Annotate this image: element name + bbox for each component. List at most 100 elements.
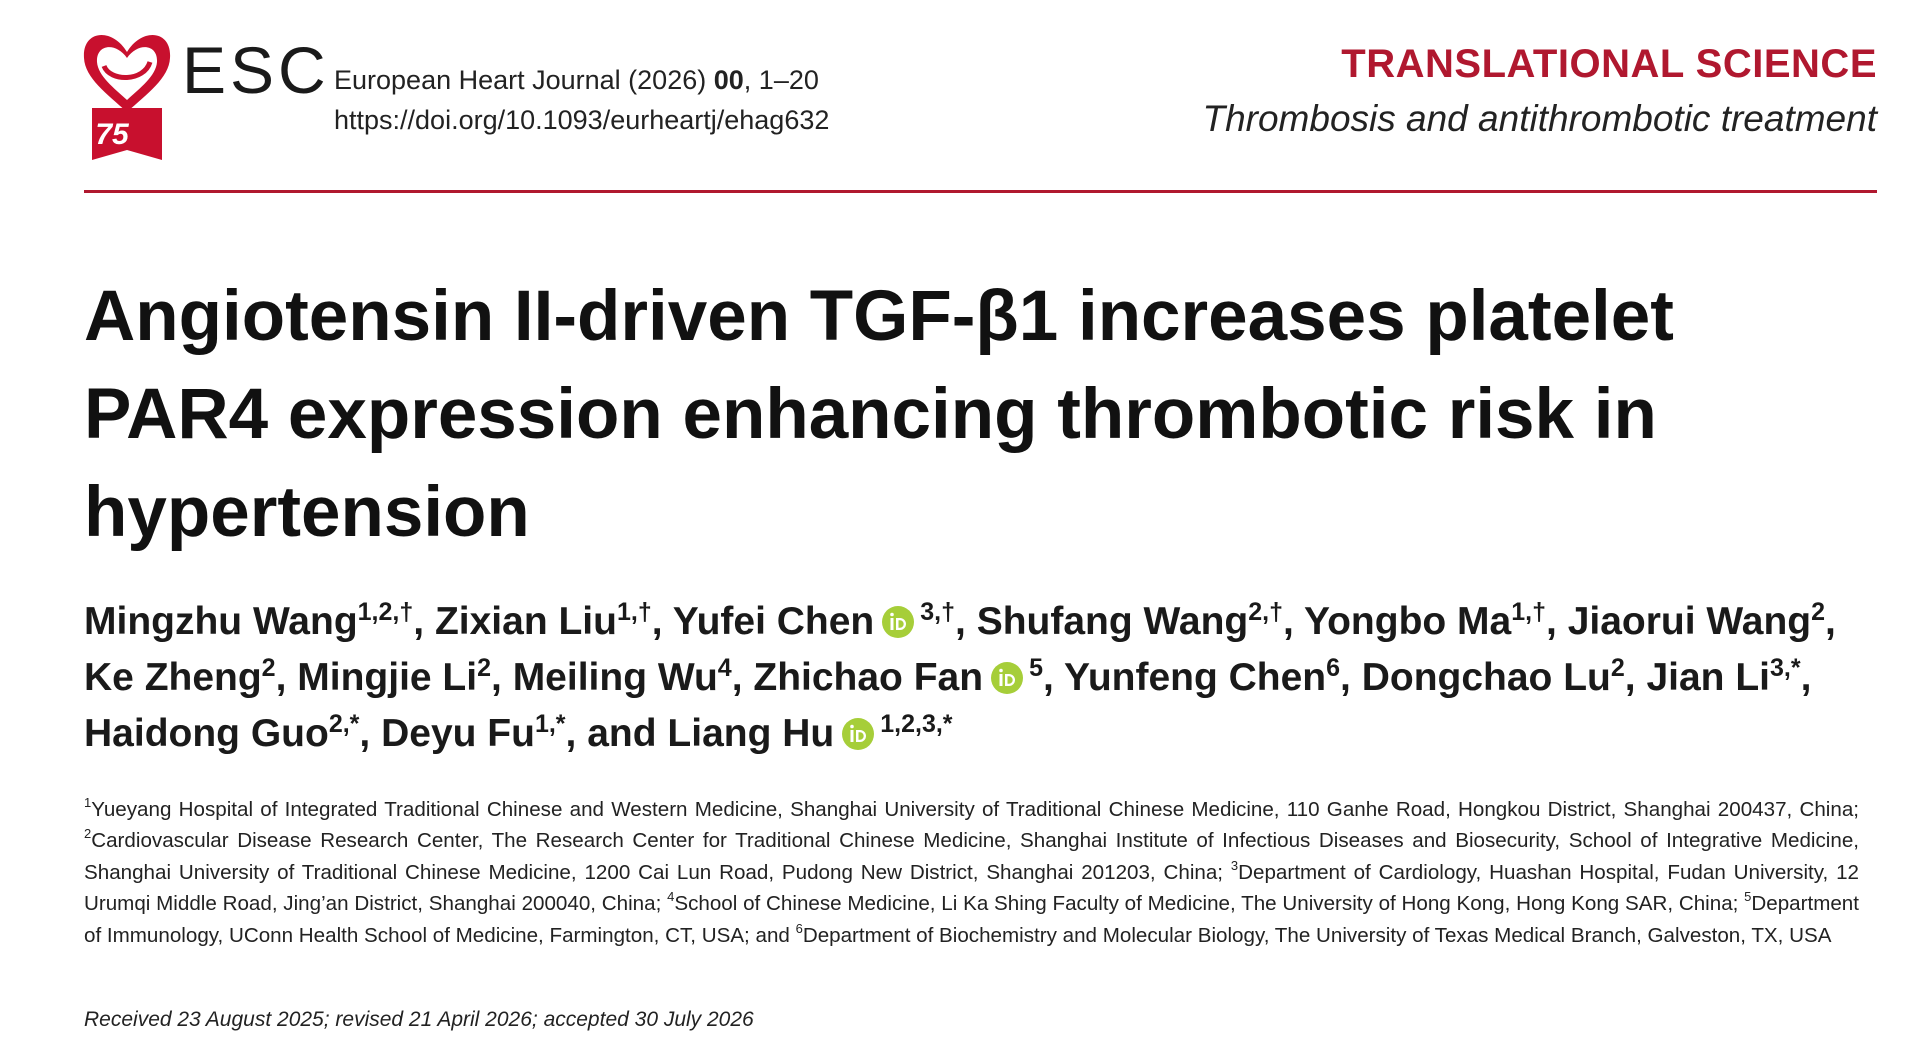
author-conjunction: and bbox=[587, 712, 657, 755]
author-affiliation: 2 bbox=[1811, 598, 1826, 626]
author-name: Meiling Wu bbox=[512, 656, 718, 699]
journal: European Heart Journal (2026) bbox=[334, 65, 707, 95]
author-separator: , bbox=[359, 712, 371, 755]
affiliation-text: School of Chinese Medicine, Li Ka Shing … bbox=[674, 892, 1739, 916]
orcid-icon[interactable] bbox=[991, 662, 1024, 694]
author: Shufang Wang2,†, bbox=[976, 598, 1294, 644]
affiliation: 4School of Chinese Medicine, Li Ka Shing… bbox=[667, 889, 1739, 916]
author-affiliation: 2 bbox=[1610, 654, 1625, 682]
author: Deyu Fu1,*, bbox=[381, 710, 577, 756]
author-affiliation: 3,* bbox=[1770, 654, 1801, 682]
author-affiliation: 1,2,3,* bbox=[880, 710, 953, 738]
author-affiliation: 5 bbox=[1029, 654, 1043, 682]
subsection: Thrombosis and antithrombotic treatment bbox=[1202, 98, 1877, 139]
orcid-icon[interactable] bbox=[882, 606, 915, 638]
author-name: Mingzhu Wang bbox=[84, 600, 358, 643]
affiliation-number: 5 bbox=[1744, 889, 1752, 905]
author-affiliation: 2 bbox=[261, 654, 276, 682]
author-affiliation: 1,† bbox=[616, 598, 652, 626]
author: Ke Zheng2, bbox=[84, 654, 287, 700]
author-name: Liang Hu bbox=[667, 712, 835, 755]
affiliation-number: 4 bbox=[667, 889, 675, 905]
author-name: Haidong Guo bbox=[84, 712, 329, 755]
author-name: Yongbo Ma bbox=[1303, 600, 1512, 643]
section: TRANSLATIONAL SCIENCE bbox=[1341, 42, 1877, 86]
affiliation-number: 3 bbox=[1230, 857, 1239, 873]
author-name: Zixian Liu bbox=[434, 600, 617, 643]
author-separator: , bbox=[1283, 600, 1294, 643]
author-separator: , bbox=[1825, 600, 1836, 643]
esc-logo: 75 bbox=[83, 34, 171, 160]
author-separator: , bbox=[413, 600, 425, 643]
author: Jian Li3,*, bbox=[1646, 654, 1812, 700]
affiliation-text: Cardiovascular Disease Research Center, … bbox=[84, 829, 1859, 884]
author: Yongbo Ma1,†, bbox=[1303, 598, 1557, 644]
pages: , 1–20 bbox=[743, 65, 819, 95]
author-name: Ke Zheng bbox=[84, 656, 262, 699]
author-affiliation: 2 bbox=[477, 654, 491, 682]
author-name: Jian Li bbox=[1646, 656, 1770, 699]
author-affiliation: 2,† bbox=[1248, 598, 1283, 626]
author: Zhichao Fan 5, bbox=[753, 654, 1054, 700]
author-name: Jiaorui Wang bbox=[1567, 600, 1812, 643]
affiliation-text: Department of Biochemistry and Molecular… bbox=[802, 923, 1832, 947]
author-name: Yunfeng Chen bbox=[1063, 656, 1327, 699]
heart-inner bbox=[96, 47, 158, 100]
author-affiliation: 2,* bbox=[328, 710, 360, 738]
author-name: Yufei Chen bbox=[672, 600, 875, 643]
citation-line: European Heart Journal (2026) 00, 1–20 bbox=[334, 60, 829, 100]
author: Mingjie Li2, bbox=[297, 654, 502, 700]
author-affiliation: 4 bbox=[717, 654, 732, 682]
author-separator: , bbox=[1800, 656, 1812, 699]
affiliation: 1Yueyang Hospital of Integrated Traditio… bbox=[84, 795, 1859, 821]
affiliation-number: 2 bbox=[84, 826, 92, 842]
affiliation-text: Yueyang Hospital of Integrated Tradition… bbox=[91, 798, 1859, 821]
affiliation-number: 6 bbox=[795, 920, 803, 936]
author: Mingzhu Wang1,2,†, bbox=[84, 598, 425, 644]
affiliation-text: Department of Cardiology, Huashan Hospit… bbox=[84, 860, 1859, 916]
author-name: Deyu Fu bbox=[381, 712, 535, 755]
affiliation-text: Department of Immunology, UConn Health S… bbox=[84, 892, 1859, 947]
affiliation: 2Cardiovascular Disease Research Center,… bbox=[84, 826, 1859, 884]
author-name: Shufang Wang bbox=[976, 600, 1249, 643]
logo-text: ESC bbox=[182, 33, 330, 107]
header-rule bbox=[84, 190, 1877, 193]
author: Zixian Liu1,†, bbox=[434, 598, 663, 644]
author-name: Zhichao Fan bbox=[753, 656, 984, 699]
orcid-icon[interactable] bbox=[842, 718, 875, 750]
author: Haidong Guo2,*, bbox=[84, 710, 371, 756]
volume: 00 bbox=[713, 65, 744, 95]
doi[interactable]: https://doi.org/10.1093/eurheartj/ehag63… bbox=[334, 105, 830, 135]
ribbon bbox=[92, 108, 162, 160]
author: Yunfeng Chen6, bbox=[1063, 656, 1351, 700]
heart-swoosh bbox=[101, 60, 153, 80]
author-separator: , bbox=[275, 656, 287, 699]
author-affiliation: 1,2,† bbox=[357, 598, 414, 626]
author-separator: , bbox=[1624, 656, 1636, 699]
author-separator: , bbox=[491, 656, 502, 699]
affiliation: 6Department of Biochemistry and Molecula… bbox=[795, 920, 1832, 947]
author: Meiling Wu4, bbox=[512, 654, 743, 700]
author: Dongchao Lu2, bbox=[1362, 654, 1636, 700]
dates: Received 23 August 2025; revised 21 Apri… bbox=[84, 1008, 754, 1031]
affiliation: 5Department of Immunology, UConn Health … bbox=[84, 889, 1859, 947]
author-separator: , bbox=[565, 712, 577, 755]
author-name: Mingjie Li bbox=[297, 656, 478, 699]
affiliations: 1Yueyang Hospital of Integrated Traditio… bbox=[84, 794, 1859, 951]
author-affiliation: 1,† bbox=[1511, 598, 1546, 626]
affiliation: 3Department of Cardiology, Huashan Hospi… bbox=[84, 857, 1859, 916]
author: and Liang Hu 1,2,3,* bbox=[587, 710, 953, 756]
author-separator: , bbox=[651, 600, 663, 643]
affiliation-number: 1 bbox=[84, 795, 92, 810]
author-separator: , bbox=[1042, 656, 1054, 699]
logo-years: 75 bbox=[95, 118, 130, 151]
article-title: Angiotensin II-driven TGF-β1 increases p… bbox=[84, 277, 1674, 552]
author-separator: , bbox=[731, 656, 743, 699]
author-affiliation: 1,* bbox=[534, 710, 566, 738]
author-separator: , bbox=[955, 600, 966, 643]
citation: European Heart Journal (2026) 00, 1–20 h… bbox=[334, 60, 829, 140]
author: Yufei Chen 3,†, bbox=[672, 600, 966, 644]
author-separator: , bbox=[1546, 600, 1557, 643]
authors: Mingzhu Wang1,2,†, Zixian Liu1,†, Yufei … bbox=[84, 594, 1884, 762]
